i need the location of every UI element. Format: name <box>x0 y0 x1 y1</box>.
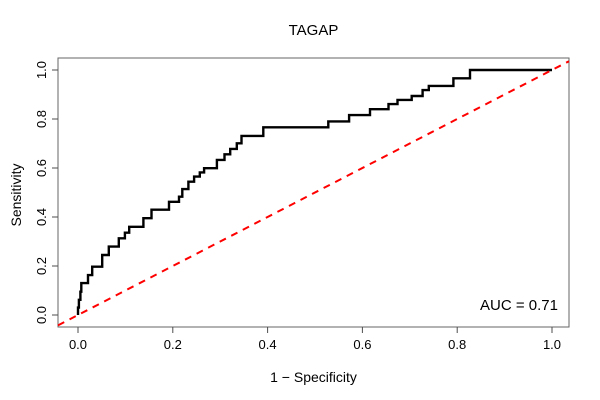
y-tick-label: 0.6 <box>34 159 49 177</box>
y-axis-label: Sensitivity <box>8 163 24 227</box>
y-tick-label: 0.0 <box>34 306 49 324</box>
y-tick-label: 0.4 <box>34 208 49 226</box>
x-tick-label: 0.2 <box>164 337 182 352</box>
chance-line <box>57 60 570 327</box>
x-tick-label: 0.8 <box>448 337 466 352</box>
y-tick-label: 1.0 <box>34 61 49 79</box>
roc-curve <box>76 68 552 315</box>
x-tick-label: 0.4 <box>259 337 277 352</box>
plot-box <box>57 57 570 328</box>
chart-title: TAGAP <box>288 22 339 39</box>
auc-annotation: AUC = 0.71 <box>480 297 558 314</box>
y-tick-label: 0.8 <box>34 110 49 128</box>
x-axis-label: 1 − Specificity <box>270 369 357 385</box>
x-tick-label: 1.0 <box>543 337 561 352</box>
x-tick-label: 0.6 <box>353 337 371 352</box>
x-tick-label: 0.0 <box>69 337 87 352</box>
y-tick-label: 0.2 <box>34 257 49 275</box>
